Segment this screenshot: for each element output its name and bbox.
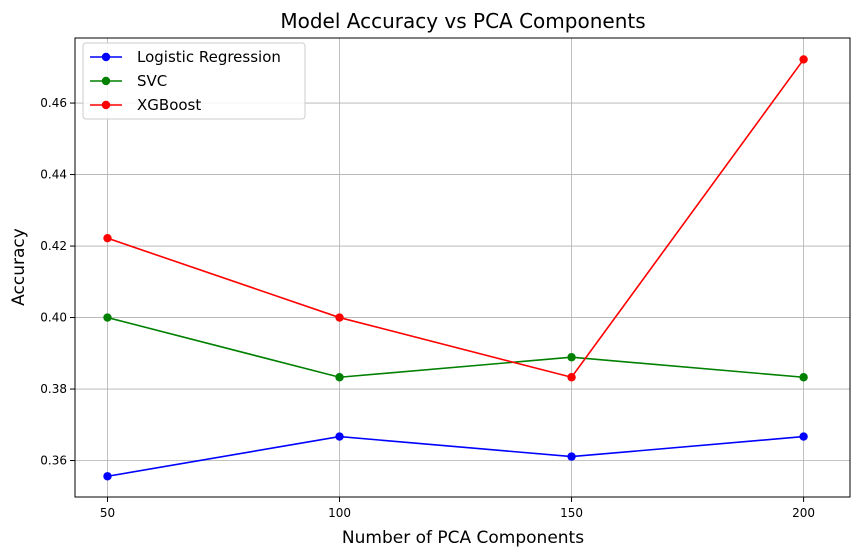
data-point [799,432,808,441]
y-tick-label: 0.40 [40,311,67,325]
x-tick-label: 50 [100,506,115,520]
legend-box [82,42,306,120]
data-point [799,373,808,382]
series-line [107,58,805,379]
series-line [107,316,804,379]
series-group [103,55,808,481]
data-point [567,353,576,362]
chart-title: Model Accuracy vs PCA Components [280,9,645,33]
plot-frame [74,37,851,498]
data-point [103,313,112,322]
y-tick-label: 0.46 [40,96,67,110]
legend: Logistic Regression SVC XGBoost [82,42,306,120]
data-point [335,313,344,322]
data-point [567,373,576,382]
data-point [567,452,576,461]
legend-marker [101,52,111,62]
data-point [335,432,344,441]
legend-label: SVC [137,72,167,90]
legend-marker [101,100,111,110]
legend-marker [101,76,111,86]
data-point [103,472,112,481]
y-axis-title: Accuracy [9,228,29,306]
legend-label: XGBoost [137,96,201,114]
legend-label: Logistic Regression [137,48,281,66]
axis-ticks: 50 100 150 200 0.36 0.38 0.40 0.42 0.44 0.46 [40,96,815,520]
x-axis-title: Number of PCA Components [342,528,584,548]
x-tick-label: 150 [560,506,583,520]
data-point [799,55,808,64]
y-tick-label: 0.42 [40,239,67,253]
x-tick-label: 100 [328,506,351,520]
data-point [103,233,112,243]
y-tick-label: 0.36 [40,454,67,468]
y-tick-label: 0.38 [40,382,67,396]
data-point [335,373,344,382]
y-tick-label: 0.44 [40,168,67,182]
x-tick-label: 200 [792,506,815,520]
series-line [107,435,804,478]
